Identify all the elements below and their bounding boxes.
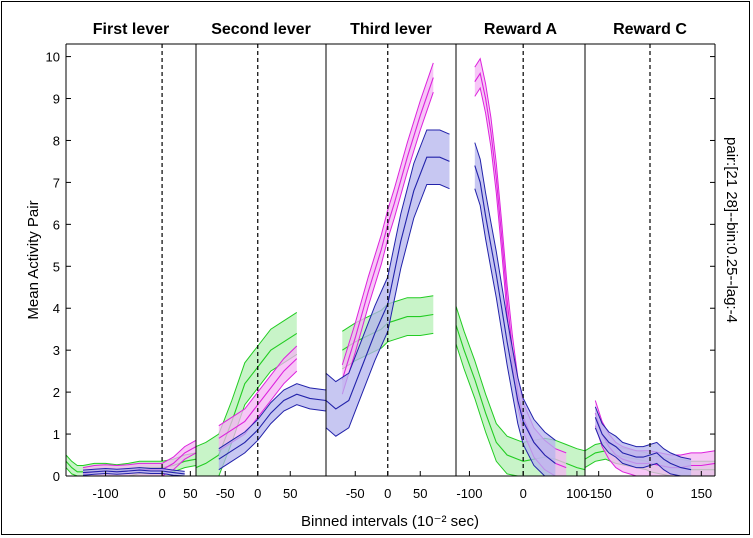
y-tick-label: 9 — [53, 92, 60, 107]
y-tick-label: 0 — [53, 469, 60, 484]
mean-line-blue — [474, 165, 556, 464]
y-tick-label: 4 — [53, 301, 60, 316]
upper-magenta — [341, 62, 434, 366]
x-tick-label: 0 — [520, 486, 527, 501]
panel-2: -50 0 50 Second lever — [195, 21, 327, 501]
panel-title: Reward A — [484, 21, 558, 38]
lower-blue — [218, 404, 327, 471]
band-magenta — [218, 346, 297, 451]
x-tick-label: 50 — [283, 486, 297, 501]
x-tick-label: -150 — [586, 486, 612, 501]
panel-title: Reward C — [613, 21, 687, 38]
upper-green — [195, 311, 298, 448]
upper-green — [455, 305, 586, 452]
mean-line-magenta — [341, 77, 434, 380]
lower-magenta — [341, 92, 434, 395]
y-tick-label: 7 — [53, 175, 60, 190]
upper-blue — [474, 142, 556, 441]
panel-1: -100 0 50 First lever — [65, 21, 198, 501]
y-tick-label: 10 — [46, 50, 60, 65]
x-tick-label: 0 — [646, 486, 653, 501]
x-tick-label: 150 — [690, 486, 712, 501]
upper-magenta — [218, 345, 298, 427]
band-blue — [595, 406, 692, 476]
upper-magenta — [82, 439, 197, 469]
mean-line-blue — [218, 393, 327, 460]
x-tick-label: 0 — [158, 486, 165, 501]
y-tick-label: 6 — [53, 217, 60, 232]
panel-3: -50 0 50 Third lever — [325, 21, 456, 501]
x-tick-label: 0 — [384, 486, 391, 501]
mean-line-blue — [594, 417, 692, 471]
band-blue — [83, 467, 185, 476]
x-axis-label: Binned intervals (10⁻² sec) — [301, 513, 479, 530]
x-tick-label: -50 — [216, 486, 235, 501]
y-tick-label: 8 — [53, 133, 60, 148]
panel-title: First lever — [93, 21, 169, 38]
mean-line-green — [195, 332, 298, 469]
panel-title: Second lever — [211, 21, 311, 38]
mean-line-blue — [82, 469, 185, 475]
panels-layer: -100 0 50 First lever -50 0 50 Second lever -50 0… — [65, 21, 716, 501]
lower-blue — [474, 188, 556, 477]
y-axis: 0 1 2 3 4 5 6 7 8 9 10 — [46, 50, 715, 484]
y-tick-label: 5 — [53, 259, 60, 274]
x-tick-label: -50 — [346, 486, 365, 501]
lower-blue — [82, 472, 185, 477]
x-tick-label: -100 — [93, 486, 119, 501]
panel-4: -100 0 100 Reward A — [455, 21, 588, 501]
y-tick-label: 1 — [53, 427, 60, 442]
lower-blue — [594, 427, 692, 477]
band-green — [456, 306, 585, 476]
upper-blue — [218, 383, 327, 450]
upper-blue — [594, 406, 692, 460]
x-tick-label: 0 — [254, 486, 261, 501]
y-tick-label: 2 — [53, 385, 60, 400]
panel-5: -150 0 150 Reward C — [584, 21, 716, 501]
x-tick-label: -100 — [456, 486, 482, 501]
side-label: pair:[21 28]--bin:0.25--lag:-4 — [723, 137, 740, 323]
x-tick-label: 50 — [413, 486, 427, 501]
panel-title: Third lever — [350, 21, 432, 38]
y-tick-label: 3 — [53, 343, 60, 358]
x-tick-label: 100 — [566, 486, 588, 501]
x-tick-label: 50 — [183, 486, 197, 501]
upper-blue — [82, 467, 185, 472]
y-axis-label: Mean Activity Pair — [25, 200, 42, 319]
